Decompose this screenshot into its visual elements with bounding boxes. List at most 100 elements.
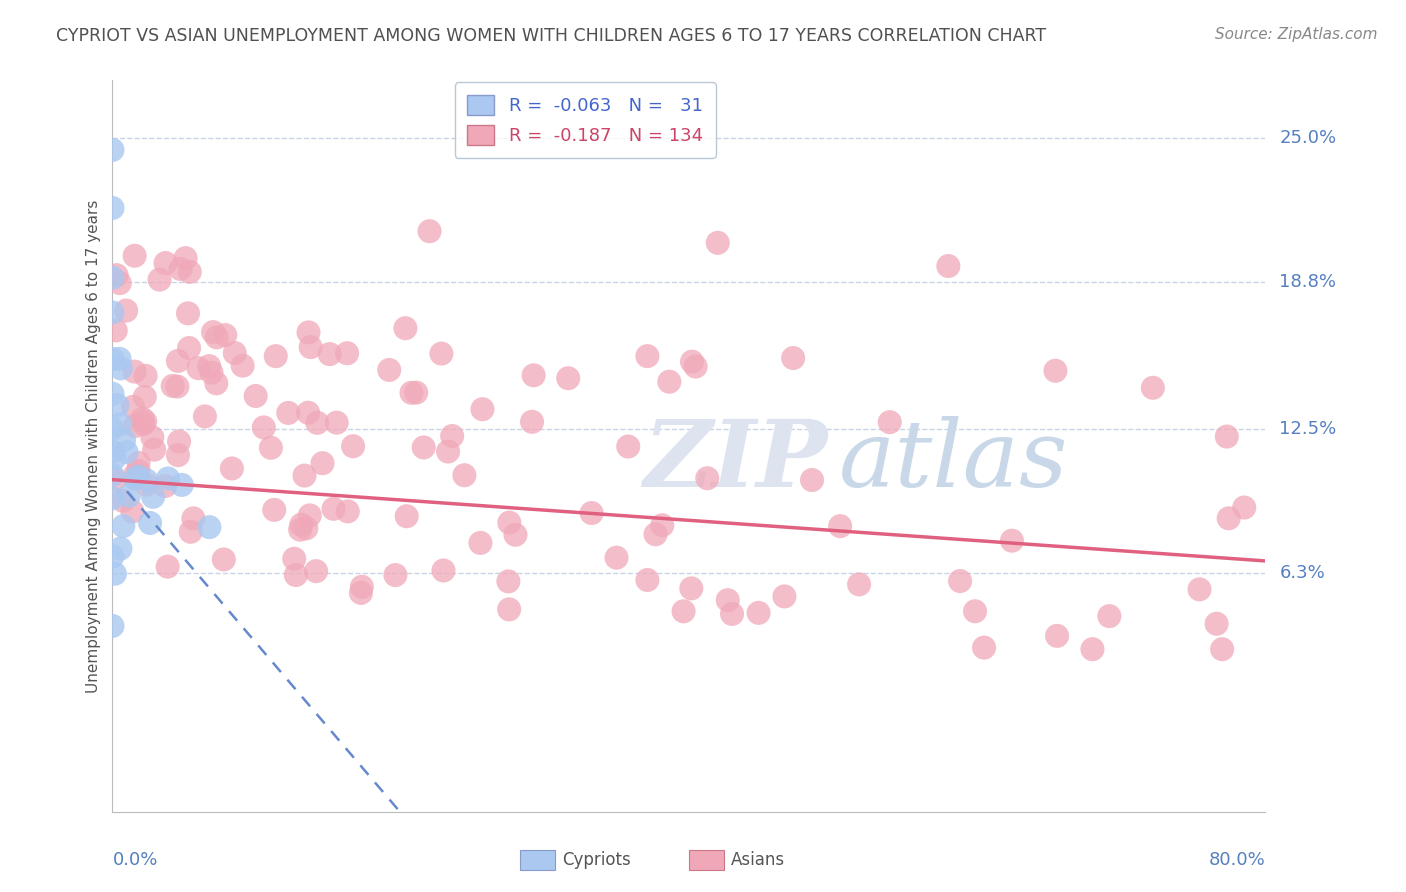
Point (166, 379, 188, 393)
Point (131, 412, 153, 426)
Point (651, 518, 673, 533)
Point (717, 593, 740, 607)
Point (101, 445, 124, 459)
Point (134, 415, 156, 429)
Point (879, 415, 901, 429)
Point (202, 325, 225, 339)
Point (167, 354, 190, 368)
Point (581, 506, 603, 520)
Point (135, 477, 157, 491)
Point (437, 444, 460, 458)
Point (212, 552, 235, 566)
Point (115, 303, 138, 318)
Point (1001, 533, 1024, 548)
Point (441, 429, 464, 443)
Point (299, 340, 322, 354)
Point (263, 503, 285, 517)
Point (782, 351, 804, 365)
Point (142, 490, 165, 504)
Point (1188, 582, 1211, 597)
Point (520, 415, 543, 429)
Point (214, 328, 236, 343)
Point (169, 261, 191, 276)
Text: 18.8%: 18.8% (1279, 273, 1336, 292)
Point (127, 469, 149, 483)
Point (101, 386, 124, 401)
Point (405, 385, 427, 400)
Point (108, 351, 131, 366)
Point (470, 536, 492, 550)
Point (110, 541, 132, 556)
Point (748, 606, 770, 620)
Point (112, 433, 135, 447)
Point (636, 573, 658, 587)
Point (284, 568, 307, 582)
Point (124, 419, 146, 434)
Y-axis label: Unemployment Among Women with Children Ages 6 to 17 years: Unemployment Among Women with Children A… (86, 199, 101, 693)
Point (111, 493, 134, 508)
Point (336, 504, 359, 518)
Point (498, 574, 520, 589)
Point (325, 416, 347, 430)
Point (156, 559, 179, 574)
Point (685, 359, 707, 374)
Point (384, 568, 406, 582)
Point (644, 527, 666, 541)
Point (1081, 642, 1104, 657)
Point (198, 359, 221, 373)
Point (101, 270, 124, 285)
Point (1233, 500, 1256, 515)
Point (112, 519, 135, 533)
Text: 25.0%: 25.0% (1279, 129, 1337, 147)
Point (104, 450, 127, 465)
Point (949, 574, 972, 588)
Point (696, 471, 718, 485)
Text: 6.3%: 6.3% (1279, 564, 1324, 582)
Point (773, 590, 796, 604)
Point (108, 276, 131, 290)
Point (307, 416, 329, 430)
Point (290, 517, 312, 532)
Point (121, 504, 143, 518)
Text: 0.0%: 0.0% (112, 851, 157, 869)
Point (430, 346, 453, 360)
Point (617, 440, 640, 454)
Point (1142, 381, 1164, 395)
Point (132, 417, 155, 432)
Text: 12.5%: 12.5% (1279, 419, 1337, 438)
Point (505, 528, 527, 542)
Point (134, 390, 156, 404)
Text: Cypriots: Cypriots (562, 851, 631, 869)
Point (101, 549, 124, 564)
Point (342, 439, 364, 453)
Point (143, 442, 166, 457)
Point (1046, 629, 1069, 643)
Point (973, 640, 995, 655)
Point (101, 351, 124, 366)
Point (830, 519, 852, 533)
Point (124, 472, 146, 486)
Point (294, 468, 316, 483)
Point (1211, 642, 1233, 657)
Point (658, 375, 681, 389)
Point (205, 376, 228, 391)
Point (167, 448, 190, 462)
Point (170, 478, 193, 492)
Point (194, 409, 217, 424)
Point (260, 441, 283, 455)
Point (453, 468, 475, 483)
Point (101, 619, 124, 633)
Point (104, 323, 127, 337)
Point (288, 523, 311, 537)
Point (101, 468, 124, 483)
Point (277, 406, 299, 420)
Point (350, 580, 373, 594)
Point (124, 467, 146, 482)
Point (305, 564, 328, 578)
Point (200, 366, 222, 380)
Point (498, 516, 520, 530)
Point (179, 265, 201, 279)
Point (636, 349, 658, 363)
Point (605, 550, 627, 565)
Point (936, 259, 959, 273)
